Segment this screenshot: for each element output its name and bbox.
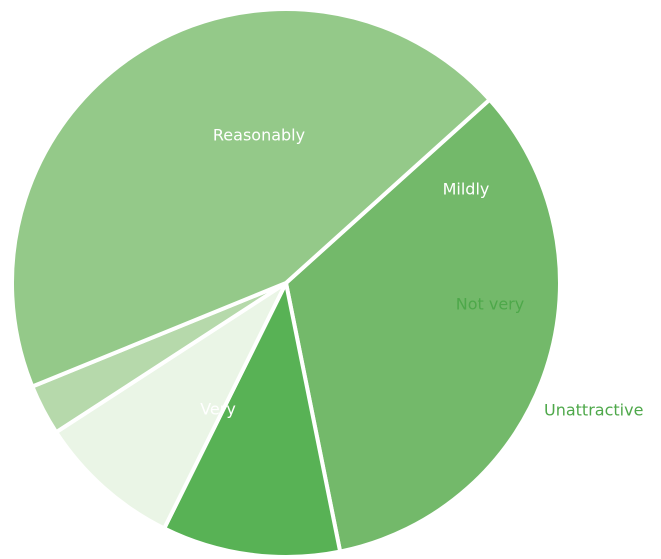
pie-slice-mildly [162, 281, 343, 559]
pie-label-very: Very [200, 400, 236, 419]
pie-label-unattractive: Unattractive [544, 401, 643, 420]
pie-slice-reasonably [284, 97, 562, 554]
pie-label-mildly: Mildly [443, 180, 490, 199]
pie-labels: Reasonably Mildly Not very Unattractive Very [200, 126, 643, 420]
pie-label-not-very: Not very [456, 295, 524, 314]
pie-slice-very [10, 7, 492, 389]
pie-label-reasonably: Reasonably [213, 126, 305, 145]
pie-slice-not-very [54, 281, 288, 531]
pie-slices [10, 7, 562, 559]
